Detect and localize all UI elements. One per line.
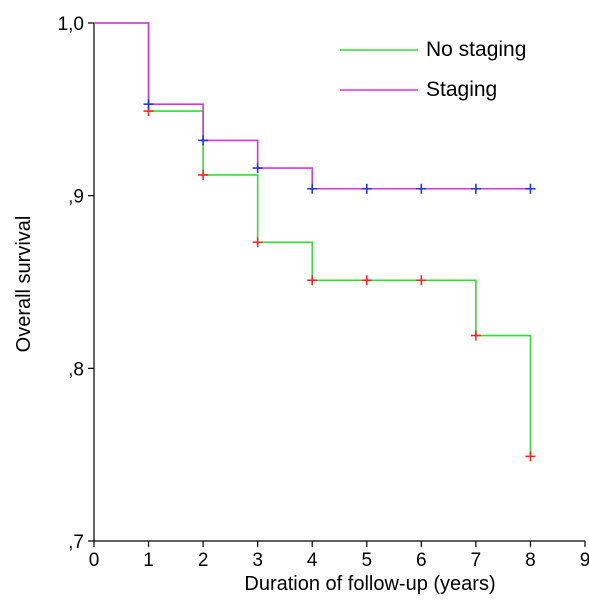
censor-mark bbox=[525, 451, 536, 462]
legend-label: Staging bbox=[426, 78, 497, 101]
censor-mark bbox=[361, 275, 372, 286]
legend: No staging Staging bbox=[340, 38, 526, 101]
y-tick-label: ,8 bbox=[68, 359, 84, 380]
censor-mark bbox=[252, 237, 263, 248]
censor-mark bbox=[470, 183, 481, 194]
censor-mark bbox=[143, 99, 154, 110]
y-axis: ,7 ,8 ,9 1,0 bbox=[58, 14, 94, 553]
series-line bbox=[94, 22, 531, 190]
x-axis-title: Duration of follow-up (years) bbox=[244, 573, 495, 595]
censor-mark bbox=[361, 183, 372, 194]
plot-frame bbox=[93, 23, 585, 542]
censor-mark bbox=[416, 183, 427, 194]
x-tick-label: 2 bbox=[198, 550, 209, 571]
x-axis: 0 1 2 3 4 5 6 7 8 9 bbox=[89, 541, 589, 571]
censor-mark bbox=[252, 163, 263, 174]
series-layer bbox=[94, 22, 536, 462]
y-axis-title: Overall survival bbox=[13, 216, 35, 353]
x-tick-label: 9 bbox=[580, 550, 589, 571]
x-tick-label: 6 bbox=[416, 550, 427, 571]
y-tick-label: ,9 bbox=[68, 187, 84, 208]
x-tick-label: 4 bbox=[307, 550, 318, 571]
y-tick-label: ,7 bbox=[68, 532, 84, 553]
x-tick-label: 7 bbox=[471, 550, 482, 571]
censor-mark bbox=[525, 183, 536, 194]
x-tick-label: 5 bbox=[361, 550, 372, 571]
x-tick-label: 3 bbox=[252, 550, 263, 571]
censor-mark bbox=[307, 183, 318, 194]
censor-mark bbox=[470, 330, 481, 341]
series-2 bbox=[94, 22, 536, 194]
legend-label: No staging bbox=[426, 38, 526, 61]
y-tick-label: 1,0 bbox=[58, 14, 84, 35]
censor-mark bbox=[198, 169, 209, 180]
censor-mark bbox=[416, 275, 427, 286]
series-1 bbox=[94, 22, 536, 462]
censor-mark bbox=[198, 135, 209, 146]
x-tick-label: 1 bbox=[143, 550, 154, 571]
x-tick-label: 0 bbox=[89, 550, 100, 571]
censor-mark bbox=[307, 275, 318, 286]
x-tick-label: 8 bbox=[525, 550, 536, 571]
